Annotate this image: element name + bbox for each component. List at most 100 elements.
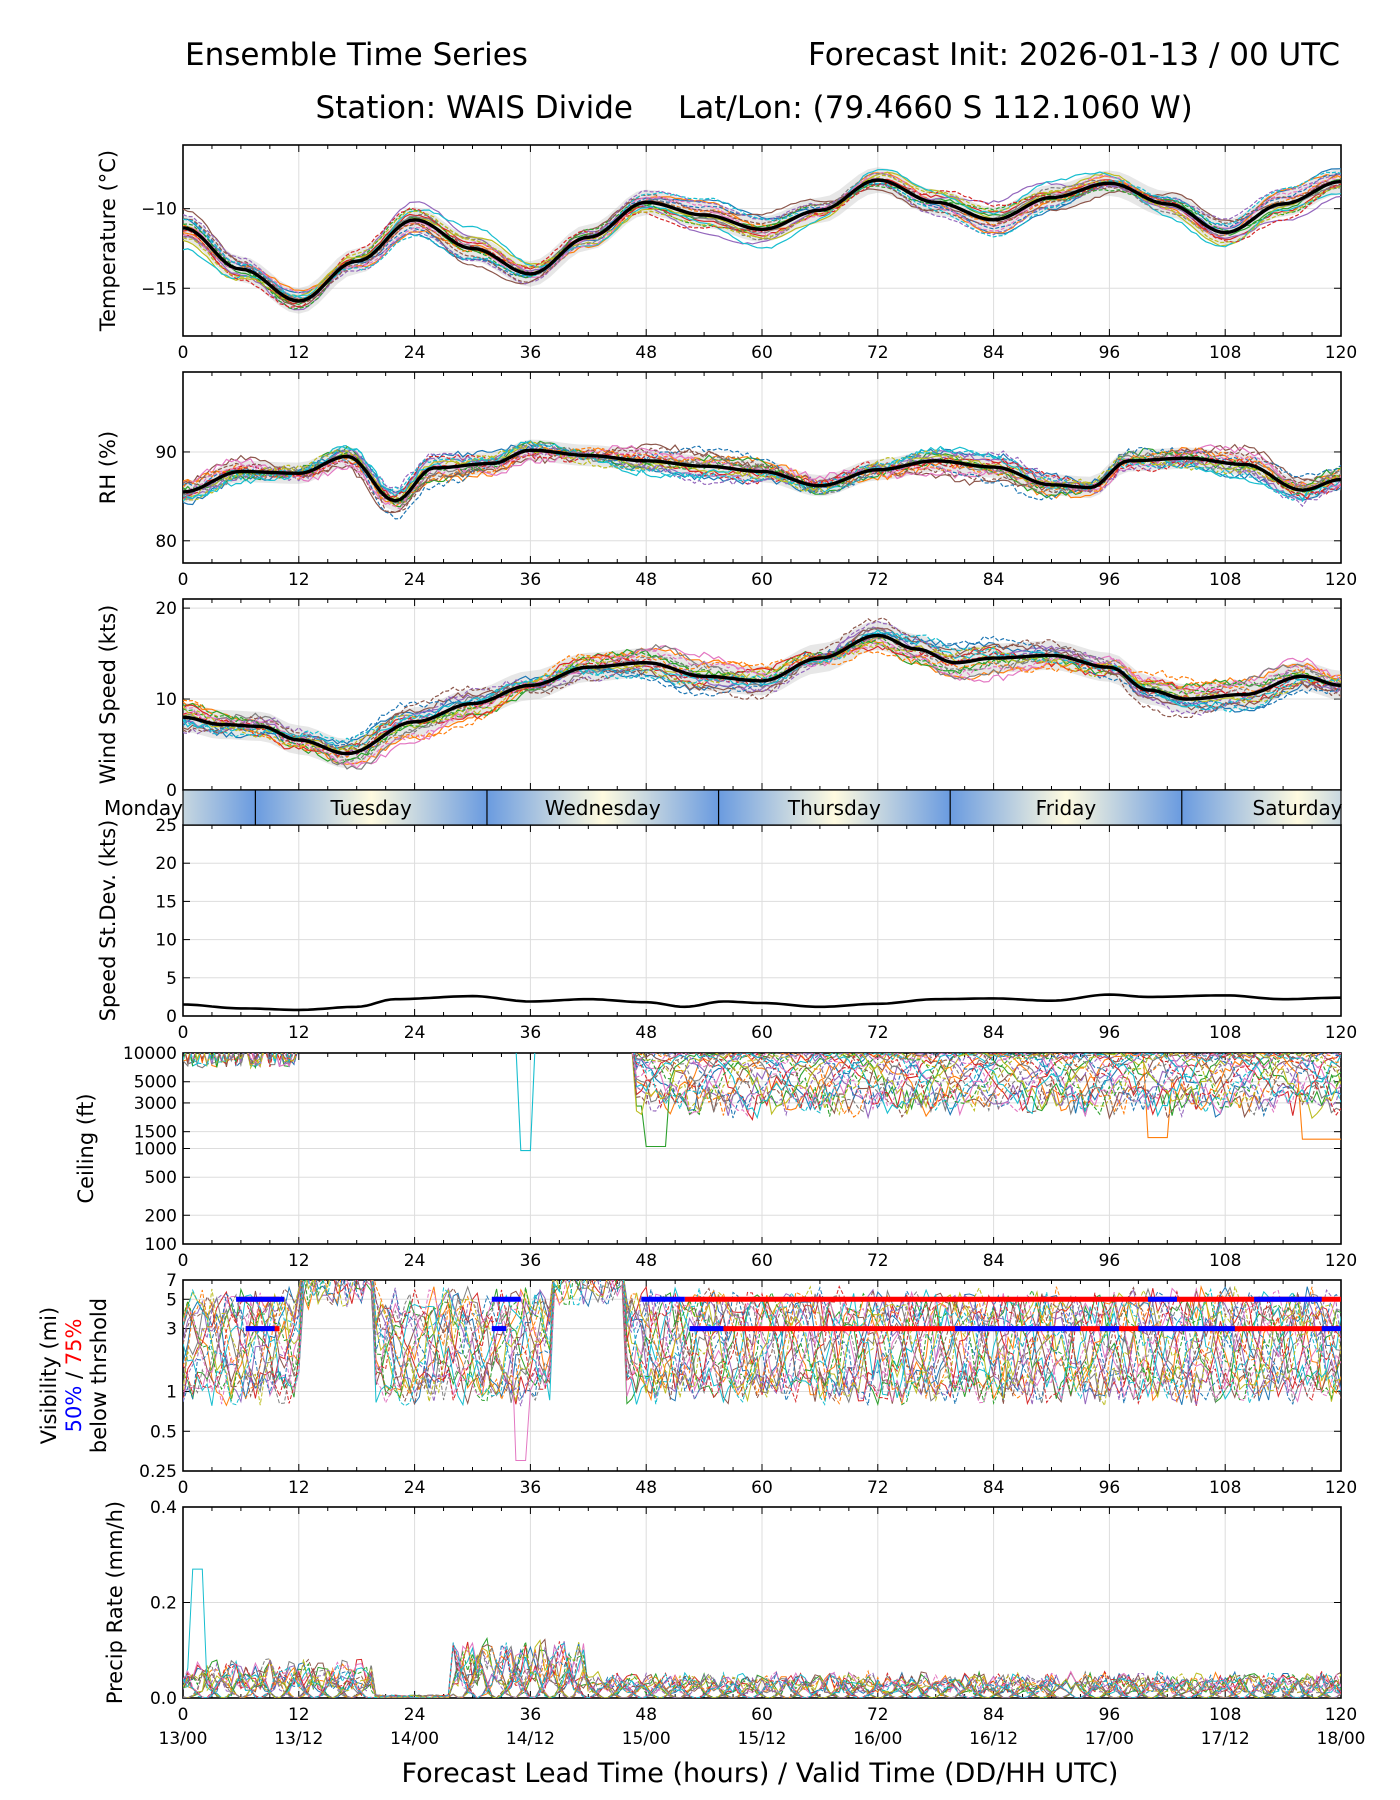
x-tick-label: 60 (751, 1251, 773, 1271)
panel-wind-speed: 0 10 20 Wind Speed (kts) (96, 598, 1342, 801)
member-line (183, 645, 1341, 754)
x-tick-label: 108 (1209, 1478, 1241, 1498)
y-tick-label: −10 (141, 200, 177, 220)
x-tick-label: 72 (867, 570, 889, 590)
x-tick-label: 120 (1325, 1251, 1357, 1271)
member-line (183, 1280, 1341, 1406)
member-line (183, 440, 1341, 506)
y-tick-label: 7 (166, 1271, 177, 1291)
y-tick-label: 10000 (123, 1044, 177, 1064)
member-line (183, 635, 1341, 752)
member-line (183, 1053, 1341, 1116)
x-tick-label: 12 (288, 1251, 310, 1271)
y-tick-label: 5000 (134, 1073, 177, 1093)
member-line (183, 182, 1341, 308)
title-right: Forecast Init: 2026-01-13 / 00 UTC (808, 37, 1340, 73)
x-axis-title: Forecast Lead Time (hours) / Valid Time … (402, 1758, 1119, 1789)
spread-band (183, 167, 1341, 314)
y-tick-label: 5 (166, 1290, 177, 1310)
member-line (183, 440, 1341, 501)
axes-frame (182, 1279, 1342, 1472)
x-tick-label: 24 (404, 1023, 426, 1043)
x-tick-label: 72 (867, 1023, 889, 1043)
member-line (203, 1053, 1341, 1118)
day-label-wednesday: Wednesday (545, 796, 661, 820)
day-label-friday: Friday (1036, 796, 1097, 820)
x-tick-label: 24 (404, 1705, 426, 1725)
ensemble-mean-line (183, 448, 1341, 503)
panel-speed-stdev: 0 5 10 15 20 25 0 12 24 36 48 60 72 84 96 108 120 Speed S… (96, 816, 1357, 1043)
x-tick-label: 48 (635, 1478, 657, 1498)
member-line (183, 634, 1341, 757)
x-tick-label: 108 (1209, 1251, 1241, 1271)
day-label-thursday: Thursday (787, 796, 881, 820)
x-tick-label: 96 (1099, 343, 1121, 363)
y-axis-label: Visibility (mi) (37, 1307, 61, 1444)
y-axis-label: Ceiling (ft) (74, 1093, 98, 1203)
y-tick-label: 1000 (134, 1140, 177, 1160)
x-tick-label: 120 (1325, 1023, 1357, 1043)
day-band-segment (255, 790, 487, 825)
title-left: Ensemble Time Series (185, 37, 528, 73)
x-tick-label: 108 (1209, 1023, 1241, 1043)
member-line (218, 1053, 1341, 1119)
x-tick-label: 0 (178, 1705, 189, 1725)
x-tick-label: 96 (1099, 1023, 1121, 1043)
panel-temperature: −15 −10 0 12 24 36 48 60 72 84 96 108 120 Temperature… (96, 144, 1357, 363)
panel-visibility: 0.25 0.5 1 3 57 0 12 24 36 48 60 72 84 96 108 120 Visibi… (37, 1271, 1357, 1498)
latlon-label: Lat/Lon: (79.4660 S 112.1060 W) (678, 90, 1193, 126)
y-tick-label: 1 (166, 1383, 177, 1403)
axes-frame (182, 371, 1342, 564)
x-tick-valid-label: 16/12 (969, 1729, 1018, 1749)
x-tick-label: 108 (1209, 570, 1241, 590)
x-tick-label: 108 (1209, 1705, 1241, 1725)
x-tick-label: 96 (1099, 1478, 1121, 1498)
member-line (183, 174, 1341, 302)
day-label-saturday: Saturday (1253, 796, 1343, 820)
x-tick-label: 12 (288, 1023, 310, 1043)
y-tick-label: 90 (155, 443, 177, 463)
x-tick-valid-label: 17/12 (1201, 1729, 1250, 1749)
x-tick-label: 72 (867, 343, 889, 363)
y-axis-label: RH (%) (96, 431, 120, 504)
x-tick-valid-label: 13/00 (159, 1729, 208, 1749)
y-tick-label: 3 (166, 1320, 177, 1340)
x-tick-label: 36 (520, 1023, 542, 1043)
y-tick-label: 5 (166, 969, 177, 989)
panels-group: −15−100 12 24 36 48 60 72 84 96 108 120Temperature… (37, 144, 1366, 1749)
x-tick-label: 24 (404, 570, 426, 590)
member-line (183, 1053, 1341, 1140)
member-line (183, 642, 1341, 767)
y-tick-label: 500 (145, 1168, 177, 1188)
ensemble-mean-line (183, 178, 1341, 303)
x-tick-valid-label: 13/12 (274, 1729, 323, 1749)
x-tick-label: 24 (404, 1478, 426, 1498)
member-line (183, 1280, 1341, 1406)
x-tick-label: 84 (983, 1023, 1005, 1043)
member-line (183, 650, 1341, 759)
member-line (183, 444, 1341, 520)
x-tick-label: 120 (1325, 1478, 1357, 1498)
y-tick-label: 0.2 (150, 1594, 177, 1614)
y-axis-label-below: below thrshold (87, 1298, 111, 1453)
x-tick-label: 60 (751, 570, 773, 590)
y-axis-label-pct: 50% / 75% (62, 1319, 86, 1433)
panel-precip-rate: 0.0 0.2 0.4 0 12 24 36 48 60 72 84 96 108 120 13/00 13/… (103, 1498, 1366, 1749)
y-tick-label: 0 (166, 781, 177, 801)
day-band-segment (718, 790, 951, 825)
x-tick-label: 36 (520, 1705, 542, 1725)
axes-frame (182, 1052, 1342, 1245)
x-tick-label: 72 (867, 1705, 889, 1725)
member-line (183, 1280, 1341, 1407)
y-tick-label: 0.25 (139, 1462, 177, 1482)
x-tick-label: 48 (635, 343, 657, 363)
vis-sep-label: / (62, 1365, 86, 1385)
axes-frame (182, 1506, 1342, 1699)
x-tick-valid-label: 14/00 (390, 1729, 439, 1749)
x-tick-valid-label: 15/00 (622, 1729, 671, 1749)
plot-area (183, 1280, 1341, 1461)
x-tick-label: 48 (635, 1251, 657, 1271)
stdev-line (183, 993, 1341, 1012)
member-line (183, 173, 1341, 301)
